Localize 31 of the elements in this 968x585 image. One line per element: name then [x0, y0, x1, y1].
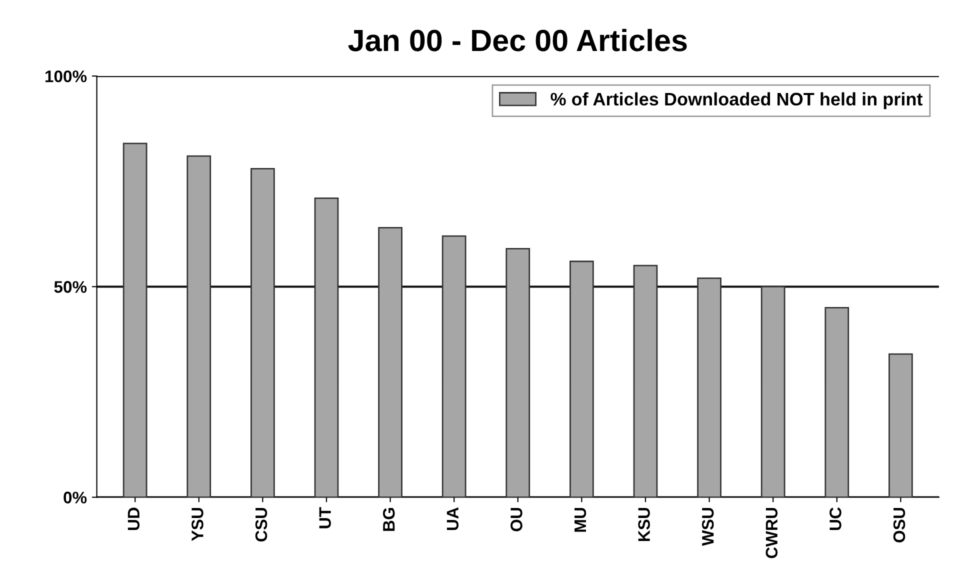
- bar: [314, 198, 339, 498]
- bar: [570, 260, 594, 498]
- x-tick-label: UA: [446, 507, 459, 530]
- x-tick-label: OSU: [893, 508, 906, 542]
- bar: [824, 307, 850, 498]
- bar: [633, 264, 658, 498]
- bar: [760, 286, 786, 498]
- x-tick-label: YSU: [192, 508, 204, 541]
- bar: [378, 226, 402, 498]
- x-tick-label: KSU: [638, 508, 650, 542]
- bar: [442, 235, 466, 498]
- x-tick-label: WSU: [702, 508, 714, 546]
- y-tick-label: 50%: [54, 281, 87, 293]
- x-tick-label: CSU: [255, 508, 268, 542]
- bar: [186, 155, 212, 498]
- bar: [250, 168, 275, 498]
- bar: [122, 142, 148, 498]
- chart-title: Jan 00 - Dec 00 Articles: [348, 28, 687, 52]
- bar: [697, 278, 722, 498]
- y-tick-label: 0%: [64, 492, 87, 504]
- bar: [506, 248, 530, 498]
- y-tick-label: 100%: [46, 70, 87, 82]
- x-tick-label: UC: [830, 507, 842, 530]
- bar: [888, 353, 913, 498]
- x-tick-label: OU: [510, 508, 522, 532]
- x-tick-label: UD: [128, 508, 140, 530]
- x-tick-label: BG: [382, 508, 395, 531]
- x-tick-label: UT: [319, 507, 331, 528]
- legend-label: % of Articles Downloaded NOT held in print: [550, 92, 923, 110]
- x-tick-label: CWRU: [766, 508, 778, 558]
- x-tick-label: MU: [574, 508, 586, 532]
